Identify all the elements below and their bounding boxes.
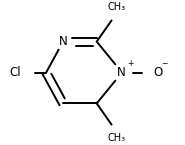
Text: O: O: [154, 66, 163, 79]
Text: N: N: [59, 35, 67, 48]
Text: −: −: [161, 59, 168, 68]
Text: N: N: [117, 66, 126, 79]
Text: CH₃: CH₃: [107, 133, 125, 143]
Text: Cl: Cl: [9, 66, 21, 79]
Text: CH₃: CH₃: [107, 2, 125, 12]
Text: +: +: [127, 59, 133, 68]
